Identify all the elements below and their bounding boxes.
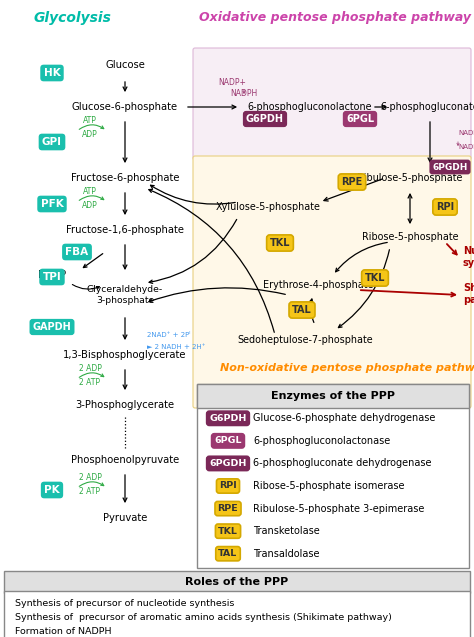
Text: 3-Phosphoglycerate: 3-Phosphoglycerate: [75, 400, 174, 410]
Text: 2NAD⁺ + 2Pᴵ: 2NAD⁺ + 2Pᴵ: [147, 332, 191, 338]
Text: GPI: GPI: [42, 137, 62, 147]
Text: ADP: ADP: [82, 130, 98, 139]
Text: RPI: RPI: [436, 202, 454, 212]
Text: NADPH: NADPH: [230, 89, 258, 98]
Text: 2 ATP: 2 ATP: [80, 378, 100, 387]
Text: GAPDH: GAPDH: [33, 322, 72, 332]
Text: PFK: PFK: [41, 199, 64, 209]
Text: Ribose-5-phosphate isomerase: Ribose-5-phosphate isomerase: [253, 481, 404, 491]
Text: ATP: ATP: [83, 187, 97, 196]
Text: Shikimate
pathway: Shikimate pathway: [463, 283, 474, 305]
Text: Erythrose-4-phosphate: Erythrose-4-phosphate: [263, 280, 373, 290]
Text: Non-oxidative pentose phosphate pathway: Non-oxidative pentose phosphate pathway: [220, 363, 474, 373]
Text: TKL: TKL: [218, 527, 238, 536]
Text: FBA: FBA: [65, 247, 89, 257]
Text: 2 ADP: 2 ADP: [79, 364, 101, 373]
Text: Nucleotide
synthesis: Nucleotide synthesis: [463, 246, 474, 268]
Text: Transketolase: Transketolase: [253, 526, 320, 536]
Text: Ribulose-5-phosphate 3-epimerase: Ribulose-5-phosphate 3-epimerase: [253, 504, 424, 513]
Text: G6PDH: G6PDH: [210, 414, 246, 423]
FancyBboxPatch shape: [4, 571, 470, 593]
Text: 6-phosphogluconolactone: 6-phosphogluconolactone: [248, 102, 372, 112]
Text: 1,3-Bisphosphoglycerate: 1,3-Bisphosphoglycerate: [63, 350, 187, 360]
Text: TPI: TPI: [43, 272, 61, 282]
Text: Xylulose-5-phosphate: Xylulose-5-phosphate: [216, 202, 320, 212]
Text: Oxidative pentose phosphate pathway: Oxidative pentose phosphate pathway: [199, 11, 471, 24]
FancyBboxPatch shape: [193, 156, 471, 408]
Text: ► 2 NADH + 2H⁺: ► 2 NADH + 2H⁺: [147, 344, 206, 350]
Text: Glyceraldehyde-
3-phosphate: Glyceraldehyde- 3-phosphate: [87, 285, 163, 304]
Text: 2 ATP: 2 ATP: [80, 487, 100, 496]
FancyBboxPatch shape: [4, 591, 470, 637]
Text: RPE: RPE: [218, 504, 238, 513]
Text: Glucose-6-phosphate dehydrogenase: Glucose-6-phosphate dehydrogenase: [253, 413, 436, 423]
Text: 6PGL: 6PGL: [346, 114, 374, 124]
Text: 6-phosphogluconolactonase: 6-phosphogluconolactonase: [253, 436, 390, 446]
FancyBboxPatch shape: [197, 384, 469, 408]
Text: RPE: RPE: [341, 177, 363, 187]
Text: Ribose-5-phosphate: Ribose-5-phosphate: [362, 232, 458, 242]
Text: Pyruvate: Pyruvate: [103, 513, 147, 523]
Text: Fructose-1,6-phosphate: Fructose-1,6-phosphate: [66, 225, 184, 235]
Text: Roles of the PPP: Roles of the PPP: [185, 577, 289, 587]
Text: NADP+: NADP+: [458, 130, 474, 136]
Text: Glucose-6-phosphate: Glucose-6-phosphate: [72, 102, 178, 112]
Text: DHAP: DHAP: [38, 270, 66, 280]
Text: Ribulose-5-phosphate: Ribulose-5-phosphate: [357, 173, 463, 183]
Text: ATP: ATP: [83, 116, 97, 125]
Text: Fructose-6-phosphate: Fructose-6-phosphate: [71, 173, 179, 183]
Text: NADPH: NADPH: [458, 144, 474, 150]
Text: RPI: RPI: [219, 482, 237, 490]
Text: ADP: ADP: [82, 201, 98, 210]
FancyBboxPatch shape: [197, 384, 469, 568]
Text: TKL: TKL: [365, 273, 385, 283]
Text: Formation of NADPH: Formation of NADPH: [15, 627, 111, 636]
Text: 6-phosphogluconate dehydrogenase: 6-phosphogluconate dehydrogenase: [253, 459, 431, 468]
Text: NADP+: NADP+: [218, 78, 246, 87]
Text: 6-phosphogluconate: 6-phosphogluconate: [381, 102, 474, 112]
Text: Transaldolase: Transaldolase: [253, 548, 319, 559]
Text: Glycolysis: Glycolysis: [33, 11, 111, 25]
Text: Sedoheptulose-7-phosphate: Sedoheptulose-7-phosphate: [237, 335, 373, 345]
Text: Synthesis of  precursor of aromatic amino acids synthesis (Shikimate pathway): Synthesis of precursor of aromatic amino…: [15, 613, 392, 622]
Text: TAL: TAL: [292, 305, 312, 315]
Text: TKL: TKL: [270, 238, 290, 248]
Text: Enzymes of the PPP: Enzymes of the PPP: [271, 391, 395, 401]
Text: Phosphoenolpyruvate: Phosphoenolpyruvate: [71, 455, 179, 465]
Text: PK: PK: [44, 485, 60, 495]
Text: TAL: TAL: [219, 549, 237, 558]
Text: 6PGL: 6PGL: [214, 436, 242, 445]
Text: 6PGDH: 6PGDH: [210, 459, 246, 468]
FancyBboxPatch shape: [193, 48, 471, 160]
Text: G6PDH: G6PDH: [246, 114, 284, 124]
Text: 2 ADP: 2 ADP: [79, 473, 101, 482]
Text: 6PGDH: 6PGDH: [432, 162, 468, 171]
Text: HK: HK: [44, 68, 60, 78]
Text: Glucose: Glucose: [105, 60, 145, 70]
Text: Synthesis of precursor of nucleotide synthesis: Synthesis of precursor of nucleotide syn…: [15, 599, 234, 608]
